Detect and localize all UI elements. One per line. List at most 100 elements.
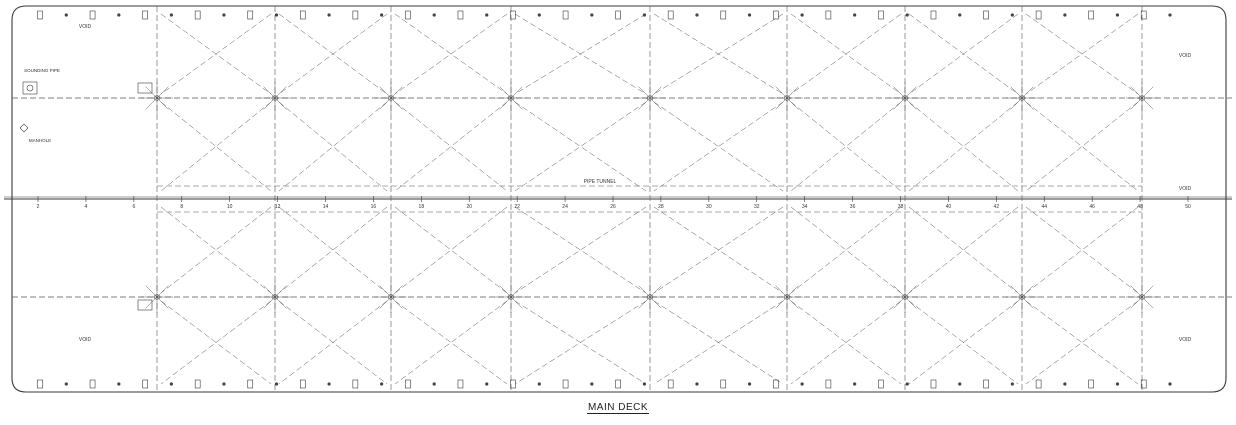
brace-1-1-b — [278, 101, 388, 192]
void-label-aft-upper: VOID — [1179, 53, 1192, 59]
frame-number-9: 20 — [466, 204, 472, 210]
manhole-7-1 — [1018, 294, 1026, 300]
manhole-2-0 — [387, 95, 395, 101]
brace-1-2-a — [278, 206, 388, 294]
frame-number-6: 14 — [323, 204, 329, 210]
fitting-bottom-40 — [1088, 379, 1094, 389]
fitting-dot-bottom-19 — [537, 382, 541, 386]
fitting-dot-bottom-21 — [590, 382, 594, 386]
frame-number-12: 26 — [610, 204, 616, 210]
frame-number-23: 48 — [1137, 204, 1143, 210]
star-3-1-3 — [499, 285, 523, 309]
manhole-6-0 — [901, 95, 909, 101]
sounding-pipe-label: SOUNDING PIPE — [24, 68, 60, 73]
brace-7-1-b — [1025, 101, 1139, 192]
fitting-top-18 — [510, 10, 516, 20]
fitting-dot-bottom-11 — [327, 382, 331, 386]
brace-2-1-a — [394, 101, 508, 192]
manhole-7-0 — [1018, 95, 1026, 101]
star-1-1-3 — [263, 285, 287, 309]
fitting-top-22 — [615, 10, 621, 20]
fitting-dot-top-25 — [695, 13, 699, 17]
fitting-dot-bottom-25 — [695, 382, 699, 386]
brace-4-1-a — [653, 101, 784, 192]
fitting-dot-bottom-43 — [1168, 382, 1172, 386]
fitting-bottom-34 — [930, 379, 937, 389]
fitting-bottom-36 — [983, 379, 989, 389]
fitting-bottom-30 — [825, 379, 832, 389]
brace-7-3-b — [1025, 300, 1139, 385]
brace-0-2-a — [160, 206, 272, 294]
fitting-bottom-26 — [720, 379, 727, 389]
brace-2-3-b — [394, 300, 508, 385]
fitting-bottom-6 — [194, 379, 201, 389]
frame-number-20: 42 — [994, 204, 1000, 210]
brace-6-1-b — [908, 101, 1019, 192]
fitting-bottom-16 — [457, 379, 464, 389]
brace-6-3-b — [908, 300, 1019, 385]
fitting-dot-bottom-37 — [1010, 382, 1014, 386]
manhole-3-1 — [507, 294, 515, 300]
void-label-fwd-lower: VOID — [79, 337, 92, 343]
frame-number-2: 6 — [132, 204, 135, 210]
frame-number-18: 38 — [898, 204, 904, 210]
star-8-0-3 — [1130, 86, 1154, 110]
fitting-top-40 — [1088, 10, 1094, 20]
void-label-aft-lower: VOID — [1179, 337, 1192, 343]
frame-number-19: 40 — [946, 204, 952, 210]
brace-5-2-b — [790, 206, 902, 294]
fitting-top-26 — [720, 10, 727, 20]
fitting-bottom-4 — [142, 379, 148, 389]
fitting-dot-bottom-31 — [853, 382, 857, 386]
fitting-top-20 — [562, 10, 569, 20]
fitting-dot-top-9 — [274, 13, 279, 17]
star-7-0-3 — [1010, 86, 1034, 110]
brace-0-3-b — [160, 300, 272, 385]
fitting-bottom-10 — [299, 379, 306, 389]
star-6-1-3 — [893, 285, 917, 309]
frame-number-13: 28 — [658, 204, 664, 210]
brace-1-1-a — [278, 101, 388, 192]
manhole-8-0 — [1138, 95, 1146, 101]
manhole-8-1 — [1138, 294, 1146, 300]
frame-number-7: 16 — [371, 204, 377, 210]
fitting-dot-bottom-29 — [800, 382, 804, 386]
fitting-dot-bottom-41 — [1115, 382, 1120, 386]
manhole-0-0 — [153, 95, 161, 101]
fwd-box-lower — [137, 299, 153, 311]
fitting-top-38 — [1035, 10, 1042, 20]
brace-4-0-b — [653, 13, 784, 95]
fitting-top-36 — [983, 10, 989, 20]
manhole-label: MANHOLE — [29, 138, 51, 143]
fitting-dot-top-33 — [905, 13, 909, 17]
fitting-dot-top-7 — [222, 13, 226, 17]
brace-6-1-a — [908, 101, 1019, 192]
fitting-dot-bottom-17 — [485, 382, 489, 386]
brace-0-0-b — [160, 13, 272, 95]
fitting-top-8 — [247, 10, 254, 20]
brace-2-0-b — [394, 13, 508, 95]
tank-grid-group — [141, 6, 1158, 392]
brace-7-0-b — [1025, 13, 1139, 95]
frame-number-17: 36 — [850, 204, 856, 210]
frame-number-1: 4 — [85, 204, 88, 210]
brace-1-3-b — [278, 300, 388, 385]
fitting-bottom-14 — [405, 379, 411, 389]
frame-number-0: 2 — [37, 204, 40, 210]
brace-1-2-b — [278, 206, 388, 294]
fitting-dot-top-41 — [1115, 13, 1120, 17]
manhole-4-0 — [646, 95, 654, 101]
fitting-bottom-2 — [89, 379, 96, 389]
brace-6-0-b — [908, 13, 1019, 95]
fitting-top-10 — [299, 10, 306, 20]
fitting-dot-bottom-15 — [432, 382, 436, 386]
deck-labels-group: 2 4 6 8 10 12 14 16 18 20 22 24 26 28 30 32 34 36 38 40 42 44… — [24, 24, 1191, 343]
fitting-dot-top-37 — [1010, 13, 1014, 17]
manhole-1-0 — [271, 95, 279, 101]
fitting-dot-top-5 — [169, 13, 173, 17]
fitting-dot-top-3 — [117, 13, 121, 17]
manhole-2-1 — [387, 294, 395, 300]
star-3-0-3 — [499, 86, 523, 110]
hull-outline-group — [4, 5, 1232, 393]
fitting-top-0 — [37, 10, 43, 20]
